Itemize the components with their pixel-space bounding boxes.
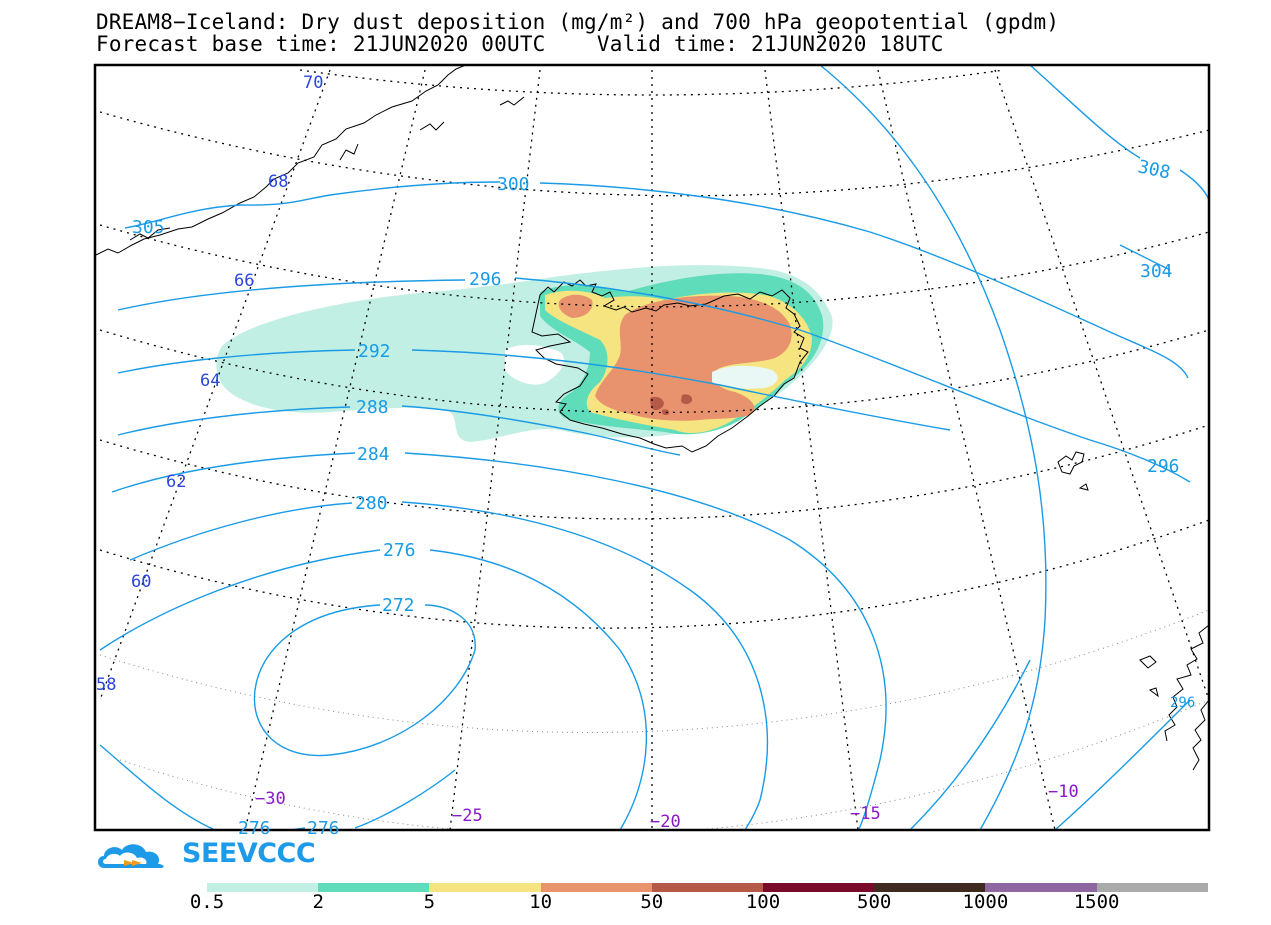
contour-292: [117, 349, 951, 431]
contour-272: [253, 604, 476, 757]
dust-gap: [505, 344, 565, 385]
lat-label-58: 58: [96, 675, 116, 695]
graticule: [99, 69, 1209, 830]
greenland-coast: [95, 65, 467, 256]
contour-label-305: 305: [132, 217, 165, 238]
meridian-e: [764, 69, 859, 830]
legend-label: 10: [529, 891, 553, 913]
contour-284: [111, 452, 887, 830]
legend-swatch: [540, 883, 653, 892]
contour-label-304: 304: [1140, 261, 1173, 282]
contour-label-280: 280: [355, 493, 388, 514]
meridian-c: [449, 69, 541, 830]
contour-label-296-east: 296: [1147, 456, 1180, 477]
lon-label-30: −30: [255, 789, 286, 809]
legend-swatch: [1096, 883, 1209, 892]
contour-labels: 300 296 292 288 284 280 276 272 276 276 …: [132, 156, 1195, 839]
brand-name: SEEVCCC: [182, 838, 316, 869]
contour-300: [539, 182, 1189, 379]
lon-label-10: −10: [1048, 782, 1079, 802]
map-frame: [93, 63, 1211, 832]
legend-label: 500: [857, 891, 892, 913]
legend-swatch: [429, 883, 542, 892]
legend-swatch: [318, 883, 430, 892]
contour-label-292: 292: [358, 341, 391, 362]
dust-shading: [216, 265, 833, 442]
legend-swatch: [763, 883, 875, 892]
parallel-60: [99, 519, 1209, 629]
contour-296: [117, 277, 1191, 483]
lat-label-62: 62: [166, 472, 186, 492]
contour-label-296: 296: [469, 269, 502, 290]
seevccc-logo-icon: [98, 844, 164, 868]
norway-coast: [1139, 624, 1209, 771]
dust-area-50: [650, 394, 693, 416]
parallel-62: [99, 424, 1209, 520]
parallel-64: [99, 329, 1209, 414]
contour-outer-1: [819, 65, 1047, 830]
map-title: DREAM8−Iceland: Dry dust deposition (mg/…: [96, 10, 1060, 34]
contour-label-272: 272: [382, 595, 415, 616]
contour-label-276-a: 276: [238, 818, 271, 839]
contour-288: [117, 405, 681, 456]
meridian-g: [994, 69, 1209, 701]
legend-label: 50: [640, 891, 664, 913]
lon-label-15: −15: [850, 804, 881, 824]
legend-swatch: [874, 883, 986, 892]
latitude-labels: 70 68 66 64 62 60 58: [96, 73, 323, 695]
dust-gap-east: [712, 365, 778, 389]
contour-276: [99, 549, 648, 830]
legend-label: 2: [312, 891, 324, 913]
faroe-islands: [1057, 451, 1089, 491]
legend-swatch: [207, 883, 319, 892]
iceland-coast: [531, 279, 809, 453]
contour-sw: [1054, 699, 1191, 830]
lat-label-68: 68: [268, 172, 288, 192]
dust-area-10: [558, 294, 792, 421]
legend-label: 0.5: [189, 891, 225, 913]
geopotential-contours: [99, 65, 1209, 830]
contour-label-300: 300: [497, 174, 530, 195]
legend-label: 100: [745, 891, 781, 913]
contour-label-276-b: 276: [307, 818, 340, 839]
contour-280: [129, 501, 769, 830]
contour-label-288: 288: [356, 397, 389, 418]
contour-label-284: 284: [357, 444, 390, 465]
legend-label: 1500: [1073, 891, 1120, 913]
parallel-68: [99, 111, 1209, 197]
lat-label-70: 70: [303, 73, 323, 93]
legend-label: 1000: [962, 891, 1009, 913]
contour-305: [124, 181, 501, 229]
contour-se: [909, 659, 1031, 830]
lat-label-60: 60: [131, 572, 151, 592]
contour-label-276: 276: [383, 540, 416, 561]
parallel-66: [99, 224, 1209, 308]
contour-304: [1119, 244, 1171, 271]
longitude-labels: −30 −25 −20 −15 −10: [255, 782, 1079, 832]
lon-label-20: −20: [650, 812, 681, 832]
map-subtitle: Forecast base time: 21JUN2020 00UTC Vali…: [96, 32, 944, 56]
legend-label: 5: [423, 891, 436, 913]
lat-label-64: 64: [200, 371, 220, 391]
legend-swatch: [985, 883, 1098, 892]
legend-swatch: [651, 883, 764, 892]
lat-label-66: 66: [234, 271, 254, 291]
contour-label-296-ne: 296: [1170, 695, 1195, 711]
lon-label-25: −25: [452, 806, 483, 826]
